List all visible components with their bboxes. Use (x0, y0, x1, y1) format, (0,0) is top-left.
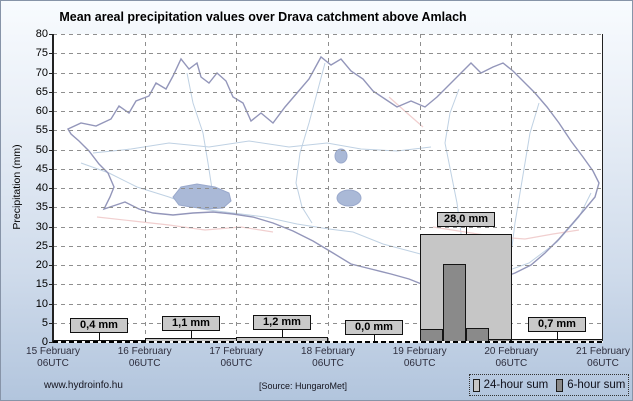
y-tick-label: 40 (35, 182, 48, 194)
value-label-pointer (191, 330, 192, 338)
legend-swatch-24h (472, 378, 480, 392)
y-tick-label: 70 (35, 66, 48, 79)
gridline-vertical (145, 34, 146, 342)
value-label-pointer (557, 332, 558, 340)
value-label-day3: 0,0 mm (345, 320, 403, 335)
y-tick-label: 75 (35, 47, 48, 60)
y-tick-mark (49, 168, 53, 170)
x-tick-label: 21 February 06UTC (576, 346, 630, 369)
value-label-pointer (99, 333, 100, 341)
y-tick-label: 30 (35, 220, 48, 233)
website-link[interactable]: www.hydroinfo.hu (44, 380, 123, 391)
chart-title: Mean areal precipitation values over Dra… (59, 10, 467, 24)
y-tick-label: 55 (35, 124, 48, 137)
legend-box: 24-hour sum 6-hour sum (469, 374, 629, 396)
y-tick-label: 80 (35, 28, 48, 40)
y-tick-mark (49, 207, 53, 209)
value-label-day5: 0,7 mm (528, 317, 586, 333)
y-tick-mark (49, 226, 53, 228)
map-river (444, 88, 462, 259)
x-tick-label: 15 February 06UTC (26, 346, 80, 369)
source-text: [Source: HungaroMet] (259, 381, 348, 391)
y-tick-label: 45 (35, 162, 48, 175)
legend-label: 24-hour sum (483, 379, 549, 391)
y-tick-mark (49, 342, 53, 343)
gridline-vertical (511, 34, 512, 342)
value-label-day2: 1,2 mm (253, 315, 311, 331)
y-tick-label: 60 (35, 105, 48, 117)
y-tick-mark (49, 53, 53, 55)
value-label-day4: 28,0 mm (437, 212, 495, 228)
bar-24h-day4 (420, 234, 512, 342)
value-label-pointer (466, 227, 467, 235)
value-label-pointer (282, 330, 283, 338)
y-tick-label: 65 (35, 85, 48, 98)
y-tick-label: 50 (35, 143, 48, 156)
map-catchment-boundary (66, 55, 600, 293)
y-tick-mark (49, 265, 53, 266)
value-label-pointer (374, 335, 375, 342)
map-river (511, 102, 540, 248)
y-tick-mark (49, 322, 53, 324)
y-tick-mark (49, 91, 53, 93)
y-tick-mark (49, 34, 53, 35)
y-tick-label: 0 (41, 336, 48, 348)
x-tick-label: 16 February 06UTC (117, 346, 172, 369)
map-road (388, 96, 424, 128)
y-tick-mark (49, 111, 53, 112)
y-tick-mark (49, 284, 53, 286)
x-tick-label: 18 February 06UTC (301, 346, 355, 369)
y-tick-mark (49, 130, 53, 132)
y-tick-label: 35 (35, 201, 48, 214)
map-lake (336, 189, 362, 207)
plot-right-border (602, 34, 603, 342)
y-tick-label: 15 (35, 278, 48, 291)
map-lake (334, 148, 348, 164)
y-axis-line (52, 34, 54, 343)
gridline-vertical (236, 34, 237, 342)
y-tick-label: 5 (41, 316, 48, 329)
legend-item-6h: 6-hour sum (556, 378, 626, 392)
value-label-day1: 1,1 mm (162, 315, 220, 331)
x-tick-label: 19 February 06UTC (392, 346, 447, 369)
x-tick-label: 17 February 06UTC (209, 346, 264, 369)
map-road (96, 216, 274, 233)
y-tick-mark (49, 303, 53, 305)
y-tick-mark (49, 245, 53, 247)
legend-label: 6-hour sum (567, 379, 626, 391)
catchment-map (66, 55, 600, 293)
map-river (80, 162, 592, 274)
x-axis-line (53, 341, 603, 343)
legend-item-24h: 24-hour sum (472, 378, 549, 392)
legend-swatch-6h (556, 378, 564, 392)
y-tick-mark (49, 188, 53, 189)
y-tick-label: 20 (35, 259, 48, 271)
y-tick-mark (49, 72, 53, 74)
bar-6h-day4-q2 (466, 328, 489, 342)
gridline-vertical (420, 34, 421, 342)
y-tick-label: 25 (35, 239, 48, 252)
y-tick-label: 10 (35, 297, 48, 310)
y-tick-mark (49, 149, 53, 151)
map-lake (172, 183, 232, 210)
gridline-vertical (328, 34, 329, 342)
bar-6h-day4-q1 (443, 263, 466, 342)
x-tick-label: 20 February 06UTC (484, 346, 539, 369)
plot-area: 0,4 mm 1,1 mm 1,2 mm 0,0 mm 28,0 mm 0,7 mm (53, 34, 603, 343)
value-label-day0: 0,4 mm (70, 318, 128, 334)
map-river (295, 62, 326, 224)
map-river (92, 140, 432, 154)
